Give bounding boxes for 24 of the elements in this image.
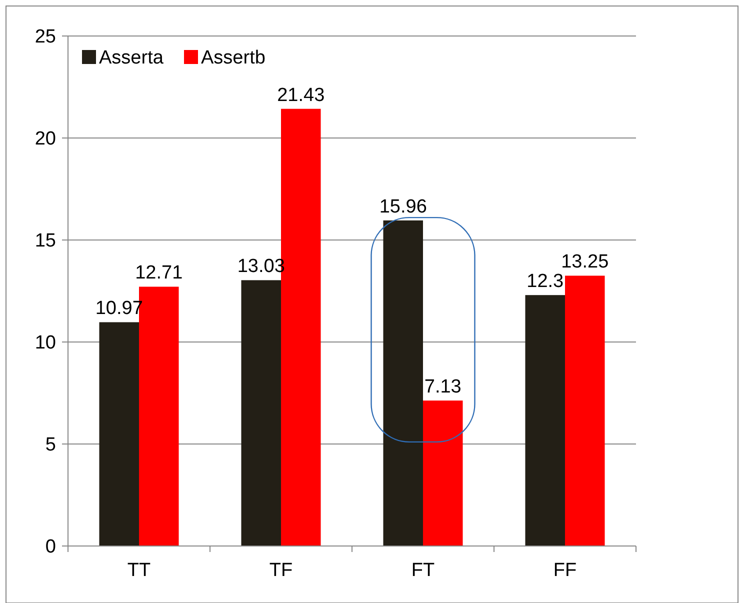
y-tick-label: 15: [34, 230, 56, 252]
y-tick-label: 20: [34, 128, 56, 150]
data-label: 7.13: [424, 376, 462, 398]
bar: [383, 220, 423, 546]
y-tick-label: 0: [45, 536, 56, 558]
data-label: 15.96: [379, 196, 427, 218]
legend-label: Assertb: [201, 48, 266, 69]
y-tick-label: 25: [34, 26, 56, 48]
bar: [99, 322, 139, 546]
y-tick-label: 10: [34, 332, 56, 354]
bar: [565, 276, 605, 546]
data-label: 12.3: [526, 271, 564, 292]
x-tick-label: FF: [553, 560, 577, 581]
data-label: 12.71: [135, 262, 183, 284]
legend-label: Asserta: [99, 48, 164, 69]
data-label: 21.43: [277, 84, 325, 106]
x-tick-label: TT: [127, 560, 151, 581]
bar: [423, 400, 463, 546]
y-tick-label: 5: [45, 434, 56, 456]
bar: [241, 280, 281, 546]
x-tick-label: TF: [269, 560, 293, 581]
bar: [525, 295, 565, 546]
x-tick-label: FT: [411, 560, 435, 581]
data-label: 13.25: [561, 252, 609, 273]
